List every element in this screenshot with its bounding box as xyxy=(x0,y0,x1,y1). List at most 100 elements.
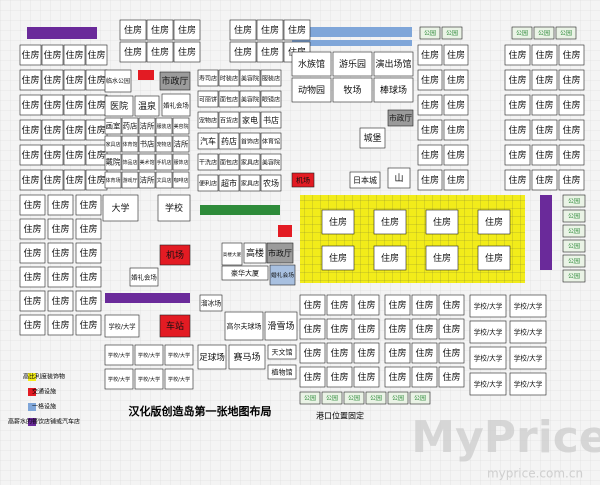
block-label: 住房 xyxy=(303,299,321,311)
block-label: 住房 xyxy=(43,174,61,186)
legend-swatch xyxy=(28,373,36,381)
block-label: 公园 xyxy=(446,30,458,37)
block xyxy=(299,366,326,388)
block xyxy=(121,153,139,171)
block-label: 住房 xyxy=(535,99,553,111)
block xyxy=(299,342,326,364)
block-label: 药店 xyxy=(221,136,237,146)
block xyxy=(353,366,380,388)
block xyxy=(63,169,86,191)
block xyxy=(384,342,411,364)
block xyxy=(384,366,411,388)
block xyxy=(469,346,507,370)
block xyxy=(19,194,46,216)
block-label: 住房 xyxy=(23,271,41,283)
block-label: 住房 xyxy=(261,24,279,36)
block xyxy=(19,290,46,312)
block-label: 学校/大学 xyxy=(514,302,543,311)
block-label: 家具店 xyxy=(241,159,259,167)
block xyxy=(411,366,438,388)
block xyxy=(387,109,414,127)
block xyxy=(239,174,261,192)
block xyxy=(41,69,64,91)
block-label: 住房 xyxy=(21,149,39,161)
block xyxy=(373,51,414,77)
block xyxy=(562,239,586,253)
block xyxy=(417,94,443,116)
block-label: 住房 xyxy=(330,299,348,311)
block-label: 学校/大学 xyxy=(168,351,190,359)
block-label: 住房 xyxy=(562,124,580,136)
block-label: 住房 xyxy=(447,149,465,161)
block xyxy=(155,171,173,189)
block xyxy=(443,119,469,141)
block xyxy=(267,344,297,360)
block xyxy=(562,209,586,223)
block xyxy=(438,342,465,364)
block-label: 学校 xyxy=(165,202,183,214)
legend-swatch xyxy=(28,388,36,396)
block xyxy=(562,269,586,283)
block-label: 公园 xyxy=(326,395,338,402)
block xyxy=(129,267,159,287)
block xyxy=(477,245,511,271)
block xyxy=(425,245,459,271)
block-label: 公园 xyxy=(370,395,382,402)
block xyxy=(504,94,531,116)
block xyxy=(438,318,465,340)
block-label: 美容院 xyxy=(262,159,280,167)
block xyxy=(562,224,586,238)
block-label: 学校/大学 xyxy=(138,351,160,359)
block-label: 婚礼会场 xyxy=(271,271,294,279)
block xyxy=(85,44,108,66)
block-label: 牧场 xyxy=(343,84,361,96)
block-label: 书店 xyxy=(263,115,279,125)
block xyxy=(19,44,42,66)
block-label: 植物馆 xyxy=(272,368,293,377)
block-label: 住房 xyxy=(43,149,61,161)
block-label: 住房 xyxy=(234,46,252,58)
block xyxy=(228,344,266,370)
block-label: 住房 xyxy=(447,74,465,86)
block-label: 饰品店 xyxy=(123,159,138,166)
block xyxy=(75,218,102,240)
block-label: 洁所 xyxy=(140,122,155,131)
block-label: 住房 xyxy=(447,124,465,136)
block-label: 住房 xyxy=(23,319,41,331)
block-label: 住房 xyxy=(508,149,526,161)
block-label: 住房 xyxy=(381,216,399,228)
block xyxy=(417,119,443,141)
block xyxy=(504,44,531,66)
block-label: 演出场馆 xyxy=(376,58,412,70)
block xyxy=(47,242,74,264)
block-label: 住房 xyxy=(447,99,465,111)
block-label: 便利店 xyxy=(199,180,217,188)
block-label: 日本城 xyxy=(353,175,377,185)
watermark-brand: MyPrice xyxy=(411,412,600,463)
block xyxy=(326,318,353,340)
block-label: 住房 xyxy=(329,252,347,264)
block xyxy=(239,90,261,108)
block-label: 住房 xyxy=(442,299,460,311)
block xyxy=(138,153,156,171)
block-label: 住房 xyxy=(421,49,439,61)
block xyxy=(239,153,261,171)
block xyxy=(469,294,507,318)
block xyxy=(218,69,240,87)
block-label: 家具店 xyxy=(241,180,259,188)
block xyxy=(441,26,463,40)
block xyxy=(326,366,353,388)
block xyxy=(19,266,46,288)
block xyxy=(326,294,353,316)
block xyxy=(224,311,264,341)
block xyxy=(19,169,42,191)
block-label: 住房 xyxy=(442,347,460,359)
block-label: 服装店 xyxy=(262,75,280,83)
block-label: 住房 xyxy=(151,46,169,58)
block xyxy=(504,169,531,191)
block xyxy=(384,294,411,316)
block-label: 机场 xyxy=(296,176,310,185)
block-label: 住房 xyxy=(303,371,321,383)
block xyxy=(229,19,257,41)
block-label: 住房 xyxy=(51,319,69,331)
